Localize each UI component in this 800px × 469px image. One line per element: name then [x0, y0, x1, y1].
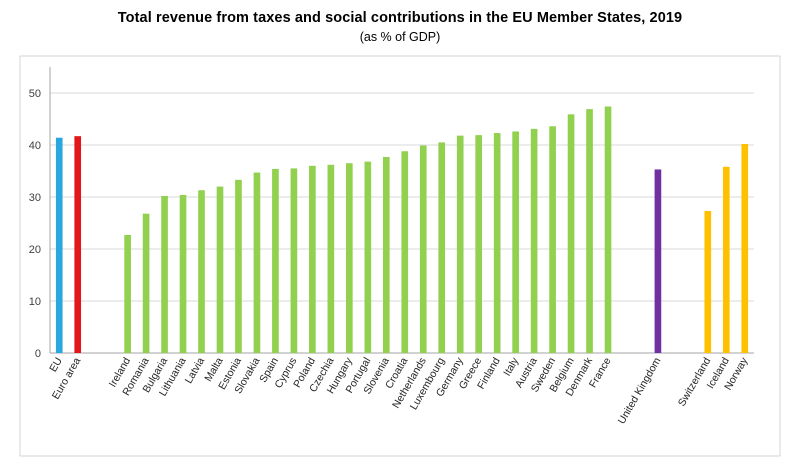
- x-tick-label-latvia: Latvia: [183, 355, 207, 385]
- bar-greece: [475, 135, 483, 353]
- bar-germany: [456, 135, 464, 353]
- bar-slovakia: [253, 172, 261, 353]
- bar-iceland: [722, 166, 730, 353]
- bar-austria: [530, 128, 538, 353]
- y-tick-label: 30: [29, 192, 41, 204]
- bar-lithuania: [179, 194, 187, 353]
- bar-netherlands: [419, 145, 427, 353]
- bar-latvia: [198, 190, 205, 353]
- bar-united-kingdom: [654, 169, 662, 353]
- bar-ireland: [124, 234, 131, 353]
- bar-france: [604, 106, 612, 354]
- bar-sweden: [549, 126, 556, 353]
- chart-subtitle: (as % of GDP): [359, 30, 441, 44]
- bar-spain: [272, 168, 279, 353]
- bar-malta: [216, 186, 224, 353]
- bar-poland: [309, 165, 316, 353]
- y-tick-label: 50: [29, 88, 41, 100]
- bar-cyprus: [290, 168, 298, 353]
- chart-title: Total revenue from taxes and social cont…: [117, 10, 683, 26]
- bar-bulgaria: [161, 195, 168, 353]
- bar-switzerland: [704, 211, 712, 353]
- bar-slovenia: [382, 156, 390, 353]
- bar-euro-area: [74, 136, 82, 353]
- x-tick-label-united-kingdom: United Kingdom: [616, 355, 664, 426]
- bar-italy: [512, 131, 519, 353]
- bar-portugal: [364, 161, 372, 353]
- bar-czechia: [327, 164, 335, 353]
- bar-eu: [55, 137, 63, 353]
- bar-luxembourg: [438, 142, 446, 353]
- y-tick-label: 40: [29, 140, 41, 152]
- chart-frame: [19, 55, 781, 457]
- bar-finland: [493, 133, 501, 353]
- bar-romania: [142, 213, 150, 353]
- bar-hungary: [346, 163, 353, 353]
- y-tick-label: 10: [29, 296, 41, 308]
- bar-denmark: [586, 109, 593, 354]
- bar-belgium: [567, 114, 575, 353]
- y-tick-label: 20: [29, 244, 41, 256]
- bar-estonia: [235, 179, 242, 353]
- bar-norway: [741, 143, 749, 353]
- y-tick-label: 0: [35, 348, 41, 360]
- x-tick-label-eu: EU: [47, 356, 65, 375]
- bar-croatia: [401, 151, 409, 353]
